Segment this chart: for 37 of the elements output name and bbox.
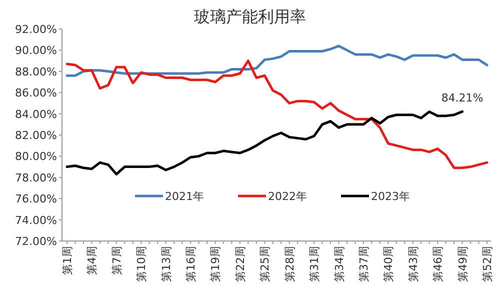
legend-label: 2022年 xyxy=(268,190,307,203)
y-tick-label: 82.00% xyxy=(15,129,57,142)
chart-title: 玻璃产能利用率 xyxy=(194,7,306,26)
x-tick-label: 第43周 xyxy=(406,246,420,282)
y-tick-label: 92.00% xyxy=(15,23,57,36)
line-series xyxy=(66,110,464,176)
y-tick-label: 72.00% xyxy=(15,235,57,248)
x-tick-label: 第25周 xyxy=(258,246,272,282)
x-tick-label: 第37周 xyxy=(357,246,370,282)
x-tick-label: 第40周 xyxy=(382,246,396,282)
y-tick-label: 80.00% xyxy=(15,150,57,164)
y-tick-label: 90.00% xyxy=(15,44,57,58)
x-tick-label: 第46周 xyxy=(432,246,445,282)
y-tick-label: 76.00% xyxy=(15,192,57,206)
x-tick-label: 第7周 xyxy=(110,246,124,275)
y-tick-label: 74.00% xyxy=(15,214,57,227)
x-tick-label: 第34周 xyxy=(332,246,346,282)
y-tick-label: 78.00% xyxy=(15,171,57,184)
y-tick-label: 88.00% xyxy=(15,65,57,78)
x-tick-label: 第22周 xyxy=(234,246,247,282)
line-series xyxy=(66,60,488,170)
x-tick-label: 第49周 xyxy=(456,246,470,282)
x-tick-label: 第52周 xyxy=(481,246,494,282)
y-tick-label: 86.00% xyxy=(15,86,57,100)
x-tick-label: 第31周 xyxy=(308,246,322,282)
x-tick-label: 第13周 xyxy=(160,246,173,282)
annotation: 84.21% xyxy=(441,92,484,105)
y-tick-label: 84.00% xyxy=(15,108,57,121)
x-tick-label: 第4周 xyxy=(86,246,99,275)
legend-label: 2023年 xyxy=(371,190,410,203)
x-tick-label: 第19周 xyxy=(209,246,222,282)
x-tick-label: 第28周 xyxy=(283,246,296,282)
line-series xyxy=(66,44,488,77)
x-tick-label: 第1周 xyxy=(61,246,74,275)
x-tick-label: 第16周 xyxy=(184,246,198,282)
legend-label: 2021年 xyxy=(165,190,204,203)
x-tick-label: 第10周 xyxy=(135,246,148,282)
